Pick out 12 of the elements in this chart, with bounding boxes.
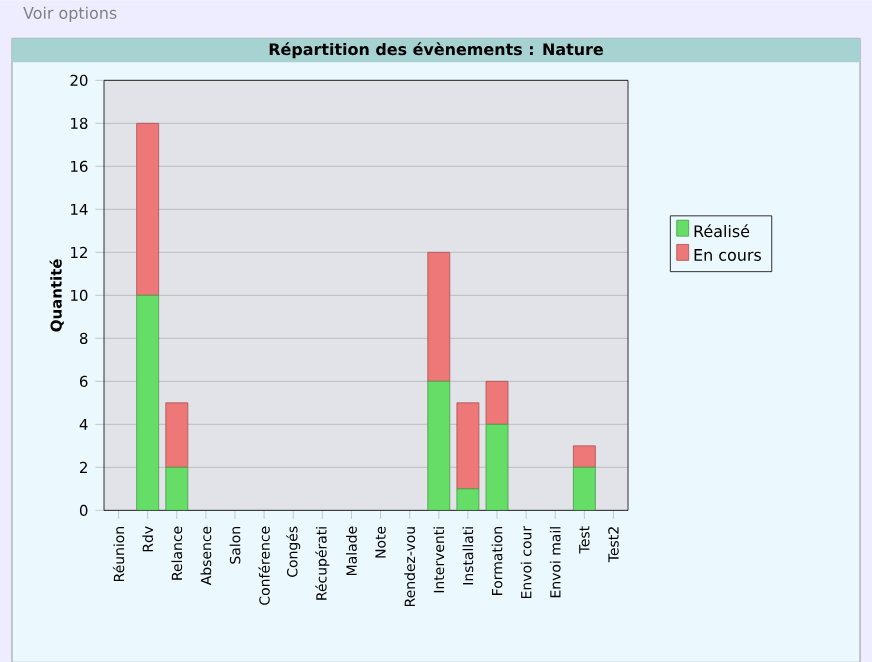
bar xyxy=(427,251,451,382)
bar xyxy=(427,380,451,510)
bar xyxy=(165,466,189,510)
bar xyxy=(572,445,596,468)
bar xyxy=(136,294,160,510)
bar xyxy=(165,402,189,468)
bar xyxy=(485,380,509,425)
bar xyxy=(456,488,480,510)
bar xyxy=(572,466,596,510)
bar xyxy=(456,402,480,489)
bar xyxy=(136,122,160,296)
bar xyxy=(485,423,509,510)
